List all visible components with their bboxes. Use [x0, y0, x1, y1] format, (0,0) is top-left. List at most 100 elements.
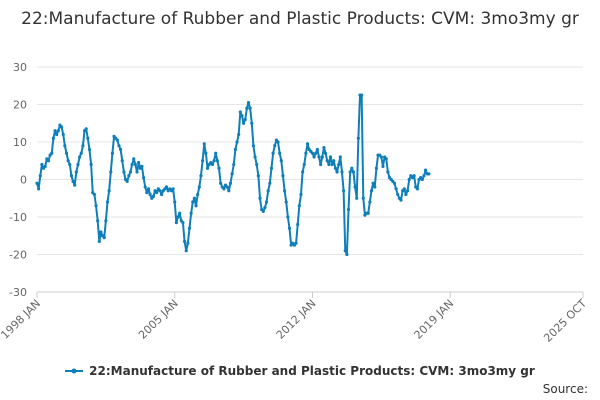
data-point[interactable]	[87, 147, 92, 152]
data-point[interactable]	[148, 192, 152, 197]
data-point[interactable]	[319, 162, 323, 167]
data-point[interactable]	[233, 147, 237, 152]
data-point[interactable]	[422, 174, 426, 178]
data-point[interactable]	[299, 192, 303, 197]
data-point[interactable]	[219, 181, 223, 185]
data-point[interactable]	[69, 174, 74, 178]
data-point[interactable]	[115, 138, 119, 142]
data-point[interactable]	[37, 187, 41, 191]
data-point[interactable]	[373, 185, 377, 189]
data-point[interactable]	[261, 209, 265, 213]
data-point[interactable]	[368, 200, 372, 204]
data-point[interactable]	[394, 187, 398, 191]
data-point[interactable]	[158, 189, 162, 193]
data-point[interactable]	[269, 166, 274, 170]
data-point[interactable]	[99, 230, 103, 234]
data-point[interactable]	[191, 200, 195, 204]
data-point[interactable]	[304, 151, 308, 155]
data-point[interactable]	[296, 222, 300, 227]
data-point[interactable]	[104, 219, 108, 223]
data-point[interactable]	[301, 170, 305, 174]
data-point[interactable]	[396, 192, 400, 197]
data-point[interactable]	[337, 162, 341, 167]
data-point[interactable]	[302, 162, 306, 167]
data-point[interactable]	[279, 159, 283, 163]
data-point[interactable]	[196, 192, 200, 197]
data-point[interactable]	[222, 187, 226, 191]
data-point[interactable]	[53, 129, 57, 133]
data-point[interactable]	[160, 192, 164, 197]
data-point[interactable]	[151, 194, 156, 198]
data-point[interactable]	[66, 159, 70, 163]
data-point[interactable]	[286, 215, 290, 219]
data-point[interactable]	[109, 170, 113, 174]
data-point[interactable]	[64, 151, 69, 155]
data-point[interactable]	[59, 125, 64, 129]
data-point[interactable]	[264, 200, 269, 204]
data-point[interactable]	[110, 151, 115, 155]
data-point[interactable]	[355, 196, 359, 200]
data-point[interactable]	[320, 155, 324, 159]
data-point[interactable]	[81, 144, 85, 148]
data-point[interactable]	[43, 164, 47, 168]
data-point[interactable]	[141, 176, 146, 180]
data-point[interactable]	[237, 132, 241, 137]
data-point[interactable]	[294, 241, 298, 245]
data-point[interactable]	[105, 200, 110, 204]
data-point[interactable]	[256, 174, 260, 178]
data-point[interactable]	[271, 151, 275, 155]
data-point[interactable]	[399, 198, 403, 202]
data-point[interactable]	[420, 177, 424, 182]
data-point[interactable]	[197, 185, 201, 189]
data-point[interactable]	[268, 181, 272, 185]
data-point[interactable]	[238, 110, 242, 114]
data-point[interactable]	[120, 159, 124, 163]
data-point[interactable]	[343, 249, 347, 253]
data-point[interactable]	[135, 170, 139, 174]
data-point[interactable]	[61, 132, 65, 137]
data-point[interactable]	[171, 187, 175, 191]
data-point[interactable]	[107, 189, 111, 193]
data-point[interactable]	[360, 93, 364, 97]
data-point[interactable]	[345, 252, 349, 257]
data-point[interactable]	[338, 155, 342, 159]
data-point[interactable]	[50, 151, 54, 155]
data-point[interactable]	[392, 181, 397, 185]
data-point[interactable]	[201, 159, 205, 163]
data-point[interactable]	[278, 151, 282, 155]
data-point[interactable]	[232, 162, 236, 167]
data-point[interactable]	[253, 155, 257, 159]
data-point[interactable]	[194, 204, 198, 208]
legend[interactable]: 22:Manufacture of Rubber and Plastic Pro…	[0, 364, 600, 379]
data-point[interactable]	[117, 144, 121, 148]
data-point[interactable]	[353, 185, 357, 189]
data-point[interactable]	[181, 221, 185, 225]
data-point[interactable]	[76, 162, 80, 167]
data-point[interactable]	[284, 200, 288, 204]
data-point[interactable]	[427, 172, 431, 176]
data-point[interactable]	[312, 155, 316, 159]
data-point[interactable]	[212, 159, 216, 163]
data-point[interactable]	[145, 191, 149, 195]
data-point[interactable]	[56, 129, 60, 133]
data-point[interactable]	[230, 172, 234, 176]
data-point[interactable]	[351, 170, 356, 174]
data-point[interactable]	[217, 166, 221, 170]
data-point[interactable]	[342, 189, 346, 193]
data-point[interactable]	[287, 226, 292, 230]
data-point[interactable]	[215, 159, 219, 163]
data-point[interactable]	[250, 121, 254, 125]
data-point[interactable]	[369, 189, 374, 193]
data-point[interactable]	[407, 177, 411, 182]
data-point[interactable]	[204, 151, 208, 155]
data-point[interactable]	[176, 215, 180, 219]
data-point[interactable]	[374, 166, 379, 170]
data-point[interactable]	[346, 207, 351, 212]
data-point[interactable]	[97, 239, 101, 243]
data-point[interactable]	[381, 164, 385, 168]
data-point[interactable]	[314, 151, 318, 155]
data-point[interactable]	[128, 170, 133, 174]
data-point[interactable]	[340, 170, 344, 174]
data-point[interactable]	[330, 162, 334, 167]
data-point[interactable]	[63, 144, 67, 148]
